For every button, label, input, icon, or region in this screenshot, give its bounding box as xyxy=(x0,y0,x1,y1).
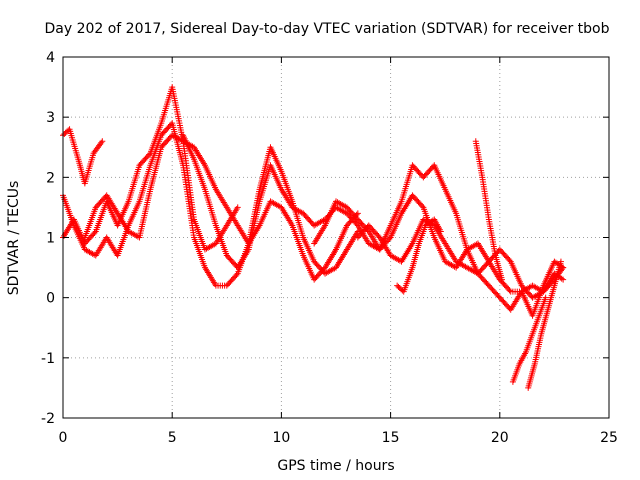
x-tick-label: 15 xyxy=(382,430,400,446)
x-tick-label: 20 xyxy=(491,430,509,446)
data-point xyxy=(233,271,240,278)
x-tick-label: 5 xyxy=(168,430,177,446)
y-tick-label: -2 xyxy=(41,411,55,427)
x-tick-label: 25 xyxy=(600,430,618,446)
data-point xyxy=(99,138,106,145)
x-axis-label: GPS time / hours xyxy=(277,458,394,474)
x-tick-label: 10 xyxy=(272,430,290,446)
satellite-track-2 xyxy=(60,126,106,187)
y-tick-label: 4 xyxy=(46,50,55,66)
data-point xyxy=(354,210,361,217)
data-point xyxy=(234,204,241,211)
satellite-track-7 xyxy=(354,216,567,301)
data-point xyxy=(506,257,513,264)
data-point xyxy=(146,151,153,158)
data-point xyxy=(437,228,444,235)
satellite-track-9 xyxy=(472,138,505,283)
x-tick-label: 0 xyxy=(59,430,68,446)
chart-title: Day 202 of 2017, Sidereal Day-to-day VTE… xyxy=(44,21,609,37)
data-point xyxy=(542,294,549,301)
data-point xyxy=(498,276,505,283)
satellite-track-5 xyxy=(180,132,567,295)
y-tick-label: 0 xyxy=(46,291,55,307)
y-tick-label: 3 xyxy=(46,110,55,126)
y-tick-label: 1 xyxy=(46,231,55,247)
data-points xyxy=(60,84,567,391)
data-point xyxy=(419,203,426,210)
data-point xyxy=(506,287,513,294)
data-point xyxy=(558,275,565,282)
y-axis-label: SDTVAR / TECUs xyxy=(6,181,22,296)
data-point xyxy=(557,258,564,265)
y-tick-label: -1 xyxy=(41,351,55,367)
y-tick-label: 2 xyxy=(46,170,55,186)
satellite-track-8 xyxy=(394,216,444,295)
satellite-track-3 xyxy=(60,120,361,289)
data-point xyxy=(560,276,567,283)
grid-lines xyxy=(63,57,609,418)
axis-ticks: 0 5 10 15 20 25 -2 -1 0 1 2 3 4 xyxy=(41,50,618,446)
satellite-track-11 xyxy=(525,258,564,391)
data-point xyxy=(91,229,98,236)
satellite-track-10 xyxy=(509,294,549,385)
satellite-track-4 xyxy=(81,132,361,283)
